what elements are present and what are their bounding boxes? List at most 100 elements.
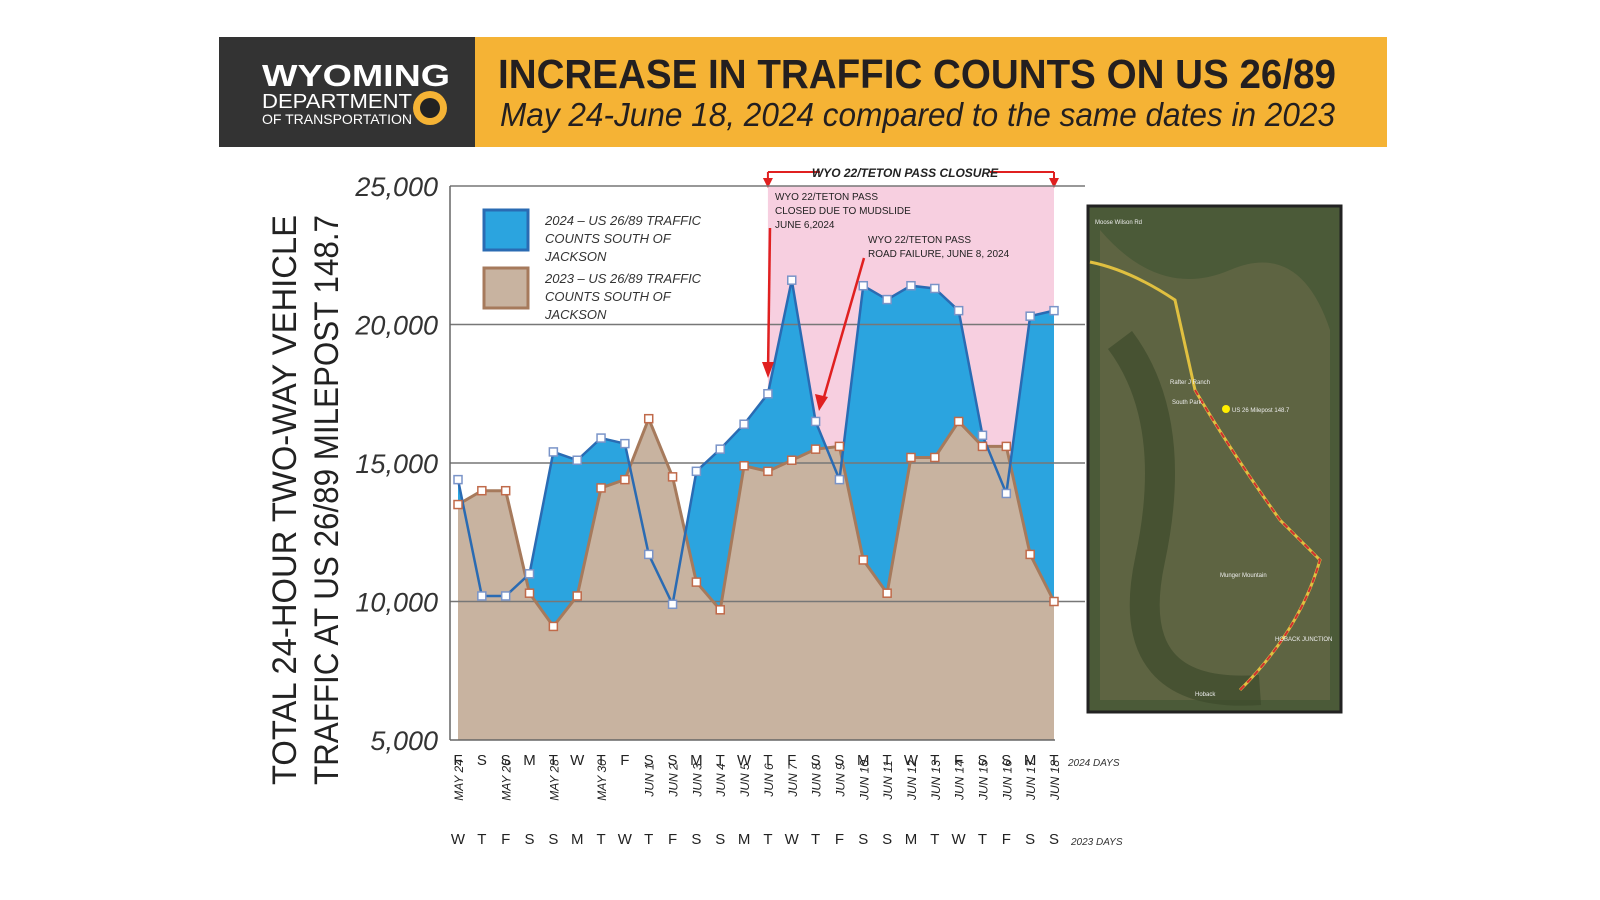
closure-label: WYO 22/TETON PASS CLOSURE: [812, 166, 999, 180]
marker: [787, 455, 797, 465]
y-axis-title: TRAFFIC AT US 26/89 MILEPOST 148.7: [308, 215, 346, 785]
day-2023: T: [644, 831, 653, 848]
legend-swatch: [482, 208, 530, 252]
x-tick-label: JUN 15: [976, 760, 990, 801]
day-2024: M: [857, 752, 870, 769]
day-2024: T: [716, 752, 725, 769]
map: Moose Wilson Rd Rafter J Ranch South Park U…: [1086, 204, 1343, 714]
day-2024: S: [811, 752, 821, 769]
day-2023: T: [811, 831, 820, 848]
day-2023: S: [548, 831, 558, 848]
day-2023: S: [882, 831, 892, 848]
day-2024: F: [620, 752, 629, 769]
marker: [500, 591, 511, 601]
day-2023: W: [451, 831, 466, 848]
marker: [953, 305, 964, 316]
day-2024: M: [690, 752, 703, 769]
marker: [667, 472, 678, 482]
day-2024: F: [954, 752, 963, 769]
x-tick-label: MAY 28: [547, 759, 561, 801]
marker: [906, 452, 916, 463]
day-2024: T: [930, 752, 939, 769]
marker: [1025, 549, 1035, 560]
logo-text: DEPARTMENT: [262, 91, 412, 113]
marker: [858, 280, 869, 291]
marker: [882, 588, 892, 598]
x-tick-label: JUN 5: [738, 763, 752, 798]
marker: [930, 283, 940, 294]
marker: [906, 280, 916, 291]
marker: [858, 555, 869, 565]
y-tick-label: 20,000: [354, 311, 438, 341]
map-terrain: [1107, 331, 1262, 706]
marker: [691, 466, 702, 477]
x-tick-label: MAY 30: [595, 759, 609, 801]
annotation-line: ROAD FAILURE, JUNE 8, 2024: [868, 249, 1010, 260]
day-2024: S: [644, 752, 654, 769]
day-2023: T: [978, 831, 987, 848]
day-2024: T: [549, 752, 558, 769]
marker: [548, 621, 559, 632]
y-axis-title: TOTAL 24-HOUR TWO-WAY VEHICLE: [266, 215, 304, 785]
x-tick-label: JUN 16: [1000, 760, 1014, 801]
day-2023: M: [738, 831, 751, 848]
marker: [572, 455, 582, 465]
annotation-line: WYO 22/TETON PASS: [775, 192, 878, 203]
day-2024: S: [1001, 752, 1011, 769]
plot: WYO 22/TETON PASS CLOSURE 5,000 10,000 15,0…: [266, 163, 1123, 848]
days-label: 2023 DAYS: [1070, 837, 1123, 848]
map-marker: [1222, 405, 1230, 413]
marker: [1025, 311, 1035, 321]
marker: [548, 447, 559, 457]
annotation: WYO 22/TETON PASS ROAD FAILURE, JUNE 8, 2…: [868, 235, 1010, 260]
map-road: [1194, 389, 1322, 691]
marker: [643, 549, 654, 560]
marker: [524, 588, 535, 598]
marker: [620, 474, 630, 485]
marker: [715, 444, 725, 454]
marker: [643, 413, 654, 424]
marker: [834, 441, 845, 452]
closure-arrow: [1049, 178, 1059, 188]
day-2024: W: [904, 752, 919, 769]
marker: [453, 499, 463, 510]
marker: [1049, 305, 1059, 316]
marker: [739, 419, 749, 429]
days-label: 2024 DAYS: [1067, 758, 1120, 769]
x-tick-label: MAY 26: [500, 759, 514, 801]
day-2024: M: [1024, 752, 1037, 769]
x-tick-label: JUN 4: [714, 763, 728, 798]
annotation-arrow: [815, 394, 828, 411]
marker: [620, 438, 630, 449]
x-tick-label: JUN 7: [786, 762, 800, 798]
marker: [739, 461, 749, 471]
day-2023: T: [930, 831, 939, 848]
annotation-line: WYO 22/TETON PASS: [868, 235, 971, 246]
marker: [596, 483, 606, 493]
legend-label: 2024 – US 26/89 TRAFFIC COUNTS SOUTH OF …: [545, 213, 702, 264]
marker: [977, 441, 988, 452]
day-2023: S: [1049, 831, 1059, 848]
marker: [453, 474, 463, 485]
annotation-arrow: [766, 227, 772, 373]
day-2023: S: [525, 831, 535, 848]
day-2024: W: [737, 752, 752, 769]
y-tick-label: 5,000: [370, 726, 438, 756]
legend-label: 2023 – US 26/89 TRAFFIC COUNTS SOUTH OF …: [545, 271, 702, 322]
x-tick-label: JUN 1: [643, 763, 657, 797]
marker: [810, 416, 821, 427]
annotation-line: JUNE 6,2024: [775, 220, 835, 231]
x-tick-label: JUN 14: [953, 760, 967, 801]
day-2023: M: [905, 831, 918, 848]
day-2023: F: [501, 831, 510, 848]
series-line: [457, 414, 1056, 629]
marker: [1001, 488, 1012, 499]
marker: [763, 466, 773, 477]
marker: [977, 430, 988, 441]
map-label: HOBACK JUNCTION: [1275, 637, 1332, 643]
marker: [477, 591, 487, 601]
marker: [834, 474, 845, 485]
day-2023: S: [1025, 831, 1035, 848]
